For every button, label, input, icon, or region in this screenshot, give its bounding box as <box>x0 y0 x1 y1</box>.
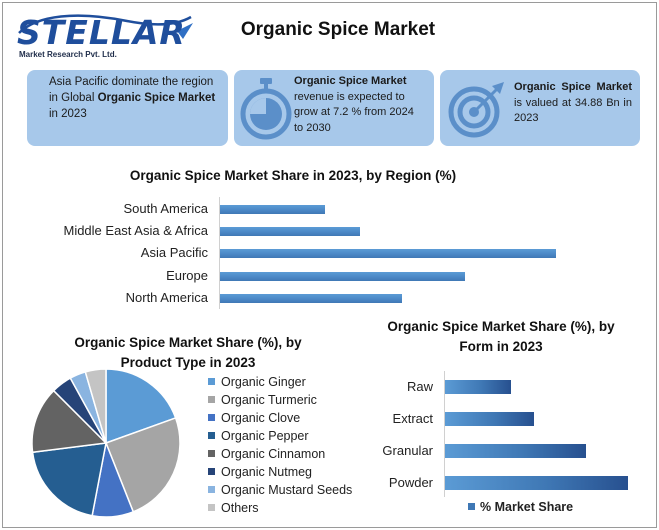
legend-swatch <box>208 468 215 476</box>
pie-legend-label: Organic Ginger <box>221 375 306 389</box>
target-icon <box>448 82 504 138</box>
form-tick-label: Granular <box>382 443 433 458</box>
info-box-highlight: Organic Spice Market <box>514 81 632 93</box>
page-title: Organic Spice Market <box>240 19 436 40</box>
pie-legend-item: Organic Pepper <box>208 427 309 445</box>
stellar-logo: STELLAR Market Research Pvt. Ltd. <box>17 13 193 65</box>
region-tick-label: Asia Pacific <box>140 245 208 261</box>
region-tick-label: North America <box>125 289 208 305</box>
legend-swatch <box>208 378 215 386</box>
pie-legend-item: Organic Turmeric <box>208 391 317 409</box>
legend-swatch <box>468 503 475 511</box>
form-bar <box>445 380 511 394</box>
form-bar <box>445 476 629 490</box>
legend-swatch <box>208 396 215 404</box>
pie-slice <box>31 389 108 454</box>
region-tick-label: Middle East Asia & Africa <box>63 223 208 239</box>
legend-swatch <box>208 504 215 512</box>
form-chart-title: Organic Spice Market Share (%), by Form … <box>371 317 631 357</box>
legend-swatch <box>208 432 215 440</box>
region-bar <box>220 293 402 303</box>
info-box-growth: Organic Spice Market revenue is expected… <box>234 70 434 146</box>
form-bar <box>445 412 535 426</box>
info-box-highlight: Organic Spice Market <box>294 75 407 87</box>
info-box-value: Organic Spice Market is valued at 34.88 … <box>440 70 640 146</box>
form-chart-title-line1: Organic Spice Market Share (%), by <box>387 319 615 334</box>
region-bar <box>220 249 556 259</box>
pie-legend-label: Organic Pepper <box>221 429 309 443</box>
info-box-text: Organic Spice Market is valued at 34.88 … <box>514 80 632 127</box>
product-chart-title-line1: Organic Spice Market Share (%), by <box>74 335 302 350</box>
info-box-region: Asia Pacific dominate the region in Glob… <box>27 70 228 146</box>
logo-swoosh-graphic <box>18 14 193 39</box>
info-box-text-end: in 2023 <box>49 108 87 120</box>
region-chart-title: Organic Spice Market Share in 2023, by R… <box>129 168 457 183</box>
form-tick-label: Raw <box>406 379 433 394</box>
form-tick-label: Extract <box>392 411 433 426</box>
logo-subtitle: Market Research Pvt. Ltd. <box>19 50 117 59</box>
pie-slice <box>31 442 107 517</box>
form-chart-title-line2: Form in 2023 <box>459 339 543 354</box>
pie-legend-label: Organic Clove <box>221 411 301 425</box>
legend-swatch <box>208 450 215 458</box>
product-pie-chart <box>31 368 181 518</box>
pie-legend-item: Organic Clove <box>208 409 300 427</box>
pie-legend-label: Organic Turmeric <box>221 393 317 407</box>
info-box-text-end: is valued at 34.88 Bn in 2023 <box>514 96 632 125</box>
pie-legend-label: Organic Cinnamon <box>221 447 326 461</box>
pie-legend-item: Organic Mustard Seeds <box>208 481 352 499</box>
form-axis-line <box>444 371 445 497</box>
legend-swatch <box>208 486 215 494</box>
pie-legend-label: Others <box>221 501 259 515</box>
pie-legend-item: Organic Cinnamon <box>208 445 325 463</box>
info-box-text: Asia Pacific dominate the region in Glob… <box>49 76 214 104</box>
region-bar <box>220 227 360 237</box>
pie-legend-label: Organic Mustard Seeds <box>221 483 353 497</box>
product-chart-title-line2: Product Type in 2023 <box>120 355 256 370</box>
pie-legend-item: Organic Nutmeg <box>208 463 312 481</box>
pie-legend-item: Organic Ginger <box>208 373 306 391</box>
product-chart-title: Organic Spice Market Share (%), by Produ… <box>43 333 333 373</box>
pie-slice <box>84 368 107 444</box>
form-tick-label: Powder <box>388 475 433 490</box>
stopwatch-icon <box>240 78 292 140</box>
pie-slice <box>105 368 177 445</box>
form-chart-legend: % Market Share <box>468 500 573 514</box>
form-bar <box>445 444 586 458</box>
info-box-text-end: revenue is expected to grow at 7.2 % fro… <box>294 90 414 134</box>
region-tick-label: Europe <box>166 267 208 283</box>
info-box-text: Organic Spice Market revenue is expected… <box>294 74 426 136</box>
pie-legend-label: Organic Nutmeg <box>221 465 313 479</box>
info-box-highlight: Organic Spice Market <box>97 92 216 104</box>
region-bar <box>220 271 465 281</box>
logo-wordmark: STELLAR <box>17 13 186 52</box>
pie-legend-item: Others <box>208 499 259 517</box>
region-tick-label: South America <box>123 201 208 216</box>
legend-swatch <box>208 414 215 422</box>
region-bar <box>220 205 325 214</box>
form-legend-label: % Market Share <box>480 500 574 514</box>
region-axis-line <box>219 197 220 309</box>
